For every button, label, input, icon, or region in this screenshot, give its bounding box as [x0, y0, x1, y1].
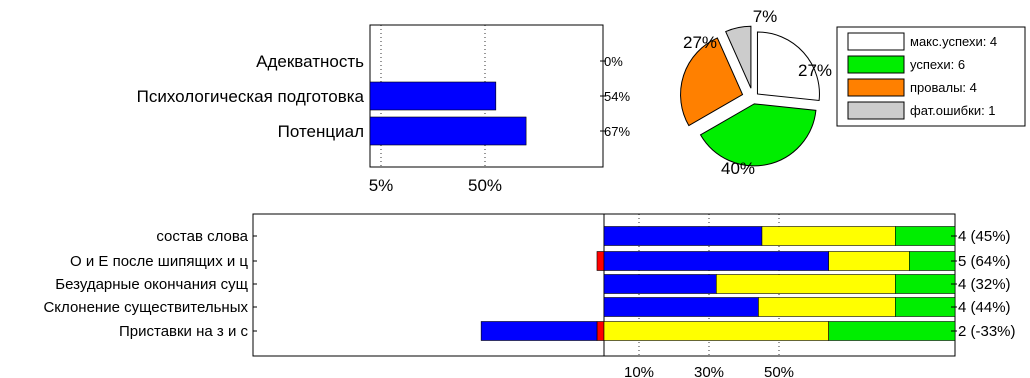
stacked-bar-segment: [895, 297, 956, 317]
legend-label: фат.ошибки: 1: [910, 103, 996, 118]
category-label: Психологическая подготовка: [137, 87, 365, 106]
pie-slice-percent: 27%: [683, 33, 717, 52]
value-label: 54%: [604, 89, 630, 104]
value-label: 4 (32%): [958, 276, 1011, 293]
category-label: Склонение существительных: [43, 299, 248, 316]
legend-swatch: [847, 55, 905, 74]
stacked-bar-segment: [603, 321, 829, 341]
stacked-bar-segment: [828, 321, 956, 341]
value-label: 4 (44%): [958, 299, 1011, 316]
pie-legend: макс.успехи: 4 успехи: 6 провалы: 4 фат.оши…: [836, 26, 1026, 127]
value-label: 67%: [604, 124, 630, 139]
stacked-bar-segment: [603, 226, 763, 246]
pie-slice-percent: 7%: [753, 7, 778, 26]
stacked-bar-segment: [761, 226, 896, 246]
value-label: 4 (45%): [958, 228, 1011, 245]
legend-swatch: [847, 101, 905, 120]
x-tick-label: 50%: [468, 176, 502, 195]
x-tick-label: 30%: [694, 364, 724, 378]
pie-chart-results: 27% 40% 27% 7% макс.успехи: 4 успехи: 6 прова…: [680, 7, 1026, 178]
legend-swatch: [847, 32, 905, 51]
x-tick-label: 50%: [764, 364, 794, 378]
legend-swatch: [847, 78, 905, 97]
stacked-bar-segment: [480, 321, 598, 341]
pie-slice: [725, 25, 752, 89]
bar-chart-skills: Адекватность Психологическая подготовка По…: [137, 24, 630, 195]
x-tick-label: 10%: [624, 364, 654, 378]
category-label: Безударные окончания сущ: [55, 276, 248, 293]
stacked-bar-segment: [596, 321, 605, 341]
pie-slice: [699, 103, 817, 167]
legend-label: макс.успехи: 4: [910, 34, 997, 49]
stacked-bar-segment: [895, 226, 956, 246]
value-label: 0%: [604, 54, 623, 69]
stacked-bar-segment: [716, 274, 896, 294]
legend-label: успехи: 6: [910, 57, 965, 72]
pie-slice: [680, 37, 744, 127]
category-label: Адекватность: [256, 52, 364, 71]
stacked-bar-chart-topics: состав слова О и Е после шипящих и ц Безуд…: [43, 213, 1016, 378]
pie-slice-percent: 40%: [721, 159, 755, 178]
category-label: О и Е после шипящих и ц: [70, 253, 248, 270]
pie-slice: [756, 31, 820, 102]
bar: [369, 116, 527, 146]
stacked-bar-segment: [603, 274, 717, 294]
stacked-bar-segment: [603, 297, 759, 317]
x-tick-label: 5%: [369, 176, 394, 195]
stacked-bar-segment: [603, 251, 829, 271]
stacked-bar-segment: [909, 251, 956, 271]
pie-slice-percent: 27%: [798, 61, 832, 80]
value-label: 2 (-33%): [958, 323, 1016, 340]
legend-label: провалы: 4: [910, 80, 977, 95]
category-label: Приставки на з и с: [119, 323, 249, 340]
stacked-bar-segment: [895, 274, 956, 294]
stacked-bar-segment: [596, 251, 605, 271]
stacked-bar-segment: [828, 251, 910, 271]
value-label: 5 (64%): [958, 253, 1011, 270]
category-label: Потенциал: [278, 122, 364, 141]
category-label: состав слова: [156, 228, 248, 245]
bar: [369, 81, 497, 111]
stacked-bar-segment: [758, 297, 896, 317]
